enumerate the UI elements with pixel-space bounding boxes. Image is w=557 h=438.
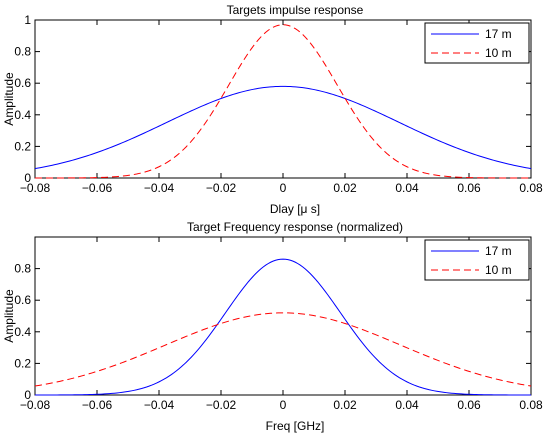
y-axis-label: Amplitude: [2, 72, 16, 126]
curve-group: [34, 258, 532, 396]
x-tick-label: 0: [280, 181, 287, 195]
tick-group: −0.08 −0.06 −0.04 −0.02 0 0.02 0.04 0.06 0.08 0 0.…: [14, 13, 543, 195]
x-tick-label: −0.02: [206, 398, 237, 412]
x-tick-label: −0.08: [20, 398, 51, 412]
x-axis-label: Dlay [μ s]: [270, 202, 320, 216]
legend: 17 m 10 m: [424, 239, 530, 281]
plot-title: Target Frequency response (normalized): [187, 220, 403, 234]
series-line-17m: [34, 85, 532, 170]
x-tick-label: −0.02: [206, 181, 237, 195]
legend: 17 m 10 m: [424, 22, 530, 64]
legend-label-17m: 17 m: [485, 244, 512, 258]
legend-label-10m: 10 m: [485, 263, 512, 277]
y-axis-label: Amplitude: [2, 289, 16, 343]
x-tick-label: 0.08: [519, 181, 543, 195]
x-tick-label: −0.04: [144, 398, 175, 412]
plot-title: Targets impulse response: [227, 3, 364, 17]
frequency-response-plot: Target Frequency response (normalized) −…: [2, 220, 543, 433]
tick-group: −0.08 −0.06 −0.04 −0.02 0 0.02 0.04 0.06 0.08 0 0.…: [14, 237, 543, 412]
y-tick-label: 0.4: [14, 108, 31, 122]
y-tick-label: 1: [24, 13, 31, 27]
x-tick-label: 0.08: [519, 398, 543, 412]
y-tick-label: 0: [24, 171, 31, 185]
legend-label-10m: 10 m: [485, 46, 512, 60]
x-tick-label: −0.08: [20, 181, 51, 195]
x-tick-label: −0.06: [82, 398, 113, 412]
y-tick-label: 0.8: [14, 45, 31, 59]
x-tick-label: −0.04: [144, 181, 175, 195]
x-tick-label: 0.04: [395, 398, 419, 412]
x-tick-label: 0.06: [457, 181, 481, 195]
y-tick-label: 0.6: [14, 293, 31, 307]
y-tick-label: 0.2: [14, 139, 31, 153]
x-tick-label: −0.06: [82, 181, 113, 195]
impulse-response-plot: Targets impulse response −0.08 −0.06 −0.04…: [2, 3, 543, 216]
y-tick-label: 0.6: [14, 76, 31, 90]
y-tick-label: 0.4: [14, 325, 31, 339]
x-axis-label: Freq [GHz]: [266, 419, 325, 433]
legend-box: [424, 22, 530, 64]
x-tick-label: 0.02: [333, 181, 357, 195]
series-line-17m: [35, 258, 531, 396]
y-tick-label: 0: [24, 388, 31, 402]
legend-box: [424, 239, 530, 281]
x-tick-label: 0.02: [333, 398, 357, 412]
x-tick-label: 0.06: [457, 398, 481, 412]
y-tick-label: 0.2: [14, 356, 31, 370]
x-tick-label: 0.04: [395, 181, 419, 195]
curve-group: [34, 24, 532, 179]
y-tick-label: 0.8: [14, 262, 31, 276]
legend-label-17m: 17 m: [485, 27, 512, 41]
series-line-10m: [34, 312, 532, 387]
series-line-10m: [34, 24, 532, 179]
x-tick-label: 0: [280, 398, 287, 412]
